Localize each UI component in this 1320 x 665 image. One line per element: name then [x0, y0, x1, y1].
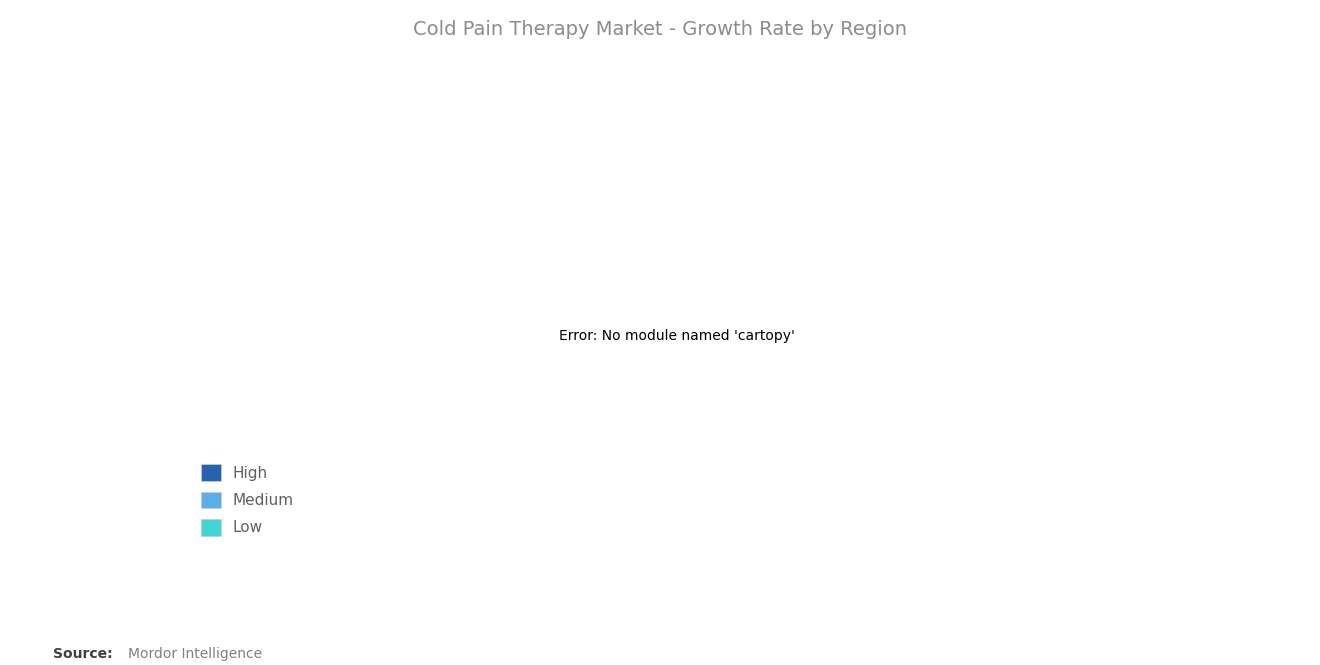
Legend: High, Medium, Low: High, Medium, Low — [193, 457, 301, 543]
Text: Mordor Intelligence: Mordor Intelligence — [128, 647, 263, 662]
Text: Error: No module named 'cartopy': Error: No module named 'cartopy' — [558, 329, 795, 343]
Text: M N: M N — [1201, 628, 1241, 646]
Text: Source:: Source: — [53, 647, 112, 662]
Text: Cold Pain Therapy Market - Growth Rate by Region: Cold Pain Therapy Market - Growth Rate b… — [413, 20, 907, 39]
